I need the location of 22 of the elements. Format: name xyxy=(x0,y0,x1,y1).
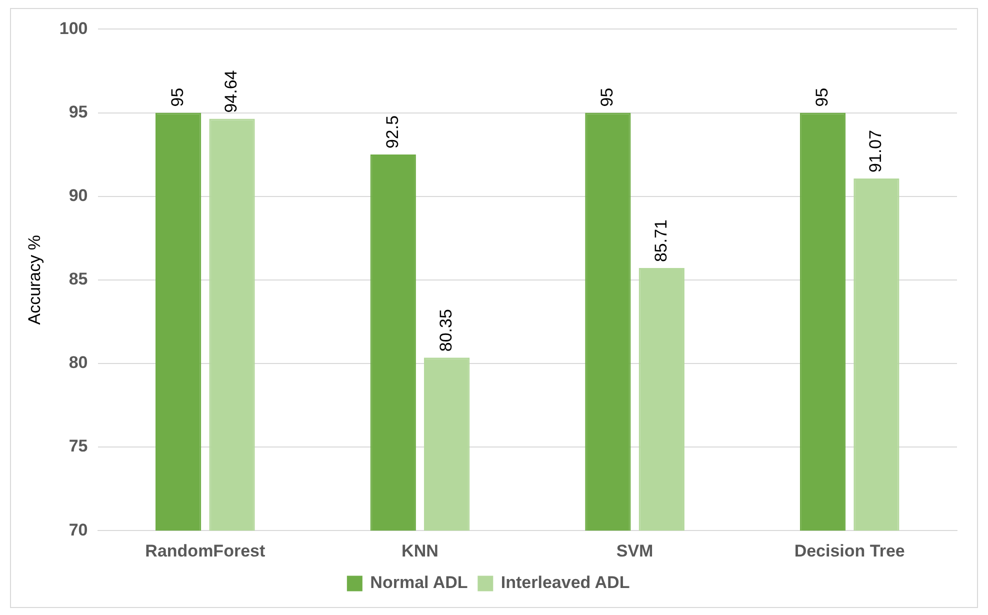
data-label: 91.07 xyxy=(866,130,886,172)
y-tick-label: 70 xyxy=(68,520,88,540)
y-tick-label: 100 xyxy=(59,18,88,38)
data-label: 95 xyxy=(812,88,832,107)
data-label: 92.5 xyxy=(382,115,402,149)
x-tick-label: Decision Tree xyxy=(794,541,905,560)
data-label: 94.64 xyxy=(222,70,241,113)
x-tick-label: KNN xyxy=(402,541,438,560)
legend-label: Normal ADL xyxy=(370,573,468,592)
y-tick-label: 90 xyxy=(68,186,88,206)
data-label: 95 xyxy=(598,88,617,107)
y-tick-label: 75 xyxy=(68,436,88,456)
data-label: 85.71 xyxy=(651,219,670,262)
y-tick-label: 80 xyxy=(68,353,88,372)
x-tick-label: RandomForest xyxy=(145,541,266,560)
data-label: 80.35 xyxy=(436,309,456,352)
y-tick-label: 85 xyxy=(68,270,88,289)
y-axis-title: Accuracy % xyxy=(24,235,44,325)
x-tick-label: SVM xyxy=(616,541,654,560)
y-tick-label: 95 xyxy=(68,102,88,122)
data-label: 95 xyxy=(168,88,188,107)
legend-label: Interleaved ADL xyxy=(500,573,630,592)
